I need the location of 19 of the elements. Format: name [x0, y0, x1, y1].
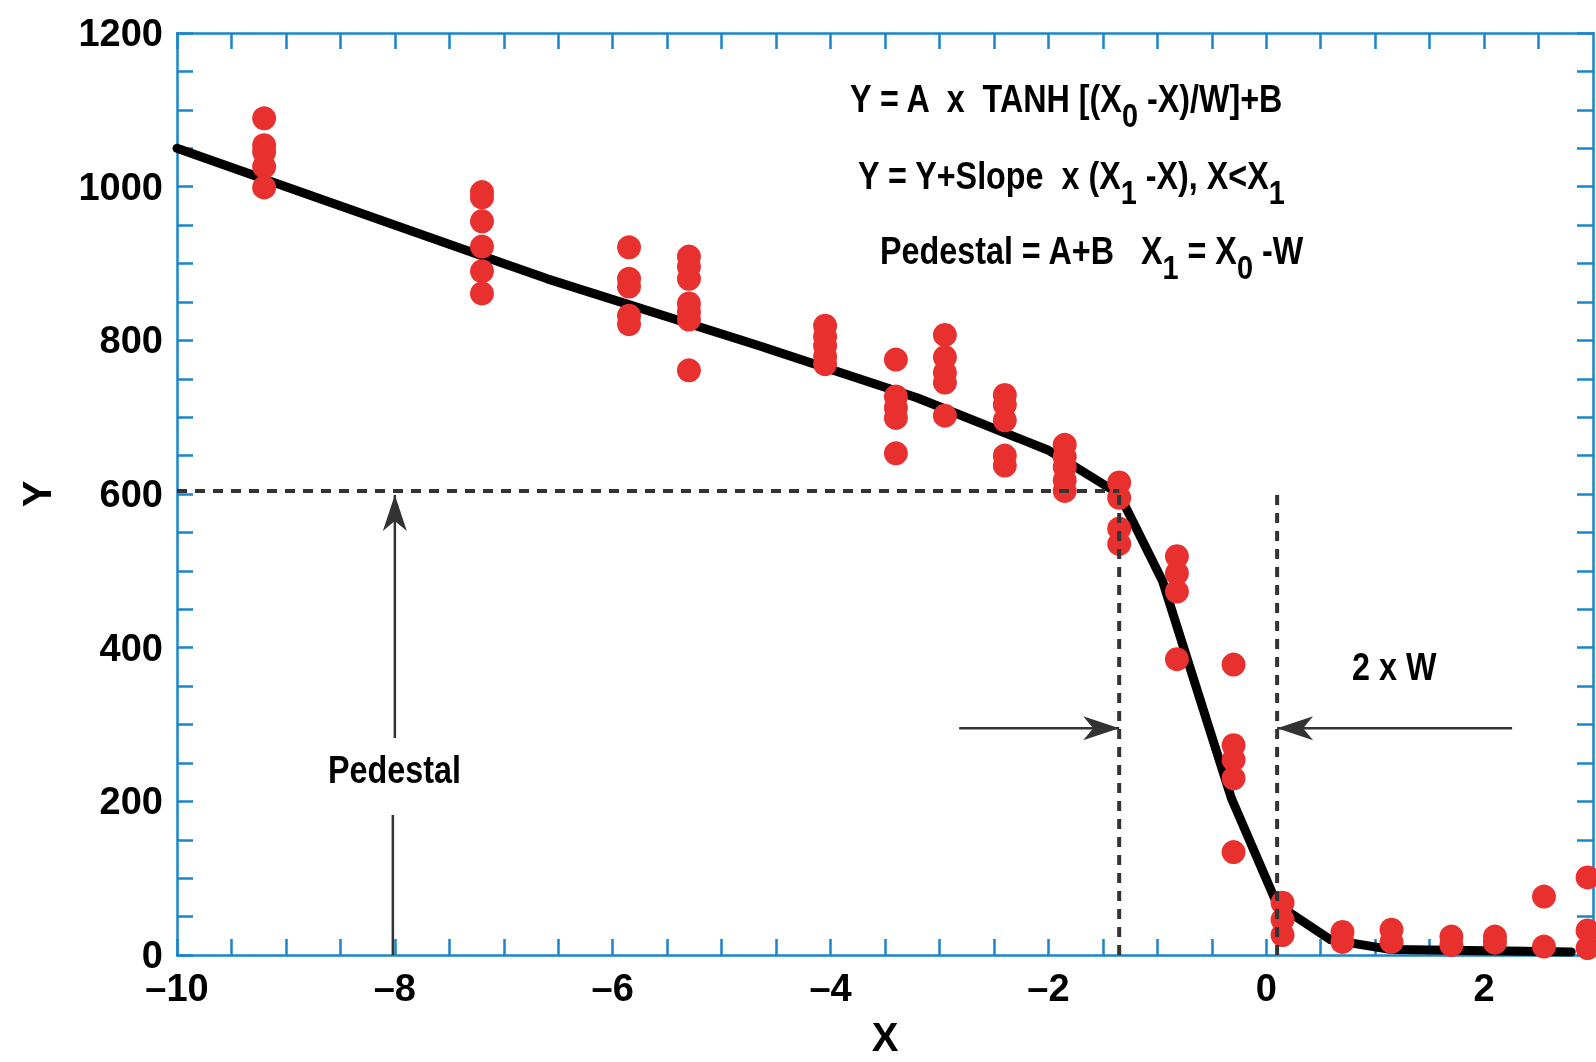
y-axis-title: Y	[15, 480, 59, 508]
annotation: Y = Y+Slope x (X$_{1}$ -X), X<X$_{1}$	[858, 155, 1285, 212]
x-tick-label: –4	[809, 967, 852, 1009]
y-tick-label: 1000	[78, 165, 163, 208]
x-tick-label: 0	[1255, 967, 1277, 1009]
annotation: Y = A x TANH [(X$_{0}$ -X)/W]+B	[850, 78, 1283, 135]
annotation: 2 x W	[1352, 646, 1437, 690]
y-tick-label: 400	[99, 626, 163, 669]
x-tick-label: –6	[591, 967, 634, 1009]
y-tick-label: 200	[99, 780, 163, 823]
annotation: Pedestal	[328, 748, 462, 792]
x-tick-label: –8	[373, 967, 416, 1009]
y-tick-label: 800	[99, 319, 163, 362]
x-tick-label: –2	[1027, 967, 1070, 1009]
x-tick-label: 2	[1473, 967, 1495, 1009]
y-tick-label: 1200	[78, 12, 163, 54]
annotation: Pedestal = A+B X$_{1}$ = X$_{0}$ -W	[880, 230, 1304, 287]
x-axis-title: X	[871, 1015, 899, 1059]
y-tick-label: 600	[99, 473, 163, 515]
